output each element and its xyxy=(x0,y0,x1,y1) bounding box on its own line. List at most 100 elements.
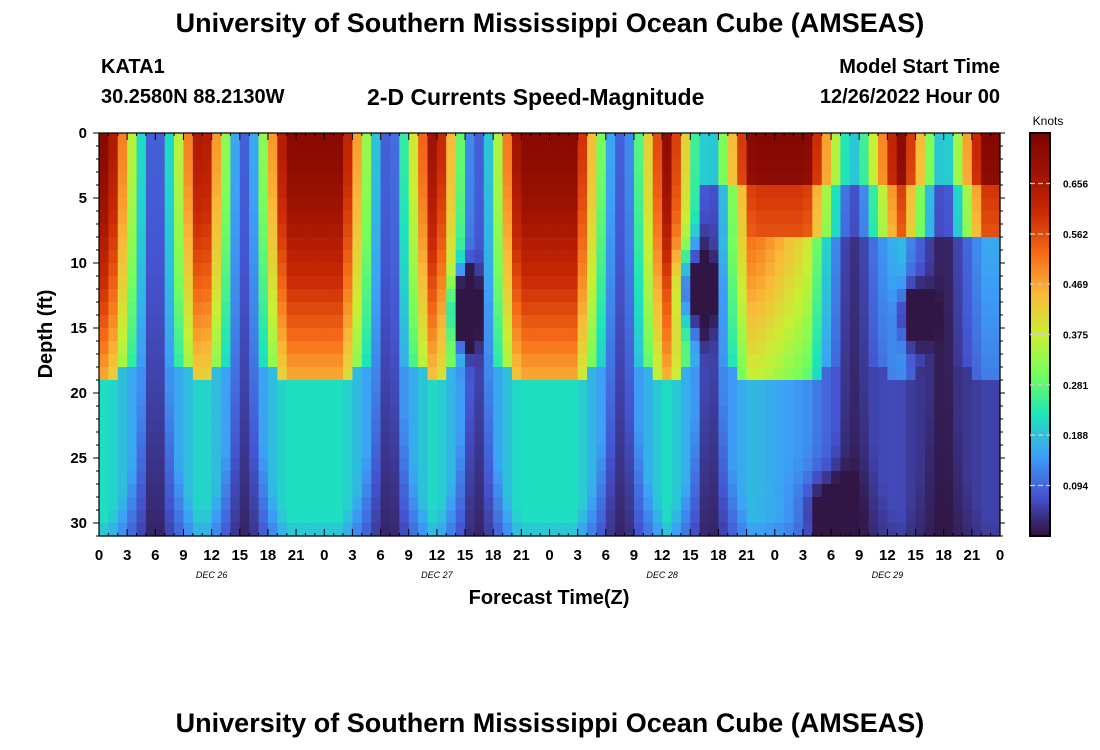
heatmap-cell xyxy=(418,354,429,368)
heatmap-cell xyxy=(511,471,522,485)
heatmap-cell xyxy=(145,406,156,420)
heatmap-cell xyxy=(136,250,147,264)
heatmap-cell xyxy=(192,237,203,251)
heatmap-cell xyxy=(615,445,626,459)
heatmap-cell xyxy=(774,484,785,498)
heatmap-cell xyxy=(981,484,992,498)
heatmap-cell xyxy=(465,432,476,446)
heatmap-cell xyxy=(249,406,260,420)
heatmap-cell xyxy=(521,393,532,407)
heatmap-cell xyxy=(765,250,776,264)
heatmap-cell xyxy=(427,367,438,381)
heatmap-cell xyxy=(333,497,344,511)
heatmap-cell xyxy=(136,406,147,420)
heatmap-cell xyxy=(183,250,194,264)
heatmap-cell xyxy=(493,159,504,173)
heatmap-cell xyxy=(990,315,1001,329)
heatmap-cell xyxy=(258,211,269,225)
heatmap-cell xyxy=(286,302,297,316)
heatmap-cell xyxy=(906,367,917,381)
heatmap-cell xyxy=(343,302,354,316)
colorbar-title: Knots xyxy=(1033,114,1064,128)
heatmap-cell xyxy=(587,367,598,381)
heatmap-cell xyxy=(849,510,860,524)
heatmap-cell xyxy=(953,133,964,147)
heatmap-cell xyxy=(314,380,325,394)
heatmap-cell xyxy=(737,523,748,537)
heatmap-cell xyxy=(239,276,250,290)
heatmap-cell xyxy=(296,419,307,433)
heatmap-cell xyxy=(793,250,804,264)
heatmap-cell xyxy=(671,315,682,329)
heatmap-cell xyxy=(249,185,260,199)
heatmap-cell xyxy=(953,198,964,212)
heatmap-cell xyxy=(211,432,222,446)
heatmap-cell xyxy=(840,419,851,433)
heatmap-cell xyxy=(587,289,598,303)
heatmap-cell xyxy=(690,406,701,420)
heatmap-cell xyxy=(127,276,138,290)
heatmap-cell xyxy=(737,289,748,303)
heatmap-cell xyxy=(699,159,710,173)
heatmap-cell xyxy=(662,497,673,511)
heatmap-cell xyxy=(267,263,278,277)
heatmap-cell xyxy=(877,523,888,537)
heatmap-cell xyxy=(877,276,888,290)
x-axis: 0 3 6 9 12 15 18 21 0 3 6 9 12 15 18 21 0 3 6 9 12 15 18 21 0 3 6 9… xyxy=(95,133,1004,564)
heatmap-cell xyxy=(389,432,400,446)
heatmap-cell xyxy=(765,172,776,186)
heatmap-cell xyxy=(230,276,241,290)
heatmap-cell xyxy=(568,393,579,407)
heatmap-cell xyxy=(239,484,250,498)
heatmap-cell xyxy=(399,159,410,173)
heatmap-cell xyxy=(615,289,626,303)
heatmap-cell xyxy=(239,211,250,225)
heatmap-cell xyxy=(286,263,297,277)
heatmap-cell xyxy=(446,250,457,264)
heatmap-cell xyxy=(587,510,598,524)
heatmap-cell xyxy=(671,419,682,433)
heatmap-cell xyxy=(802,432,813,446)
heatmap-cell xyxy=(840,484,851,498)
heatmap-cell xyxy=(511,445,522,459)
heatmap-cell xyxy=(352,211,363,225)
heatmap-cell xyxy=(831,224,842,238)
heatmap-cell xyxy=(549,224,560,238)
heatmap-cell xyxy=(502,380,513,394)
heatmap-cell xyxy=(427,328,438,342)
heatmap-cell xyxy=(465,445,476,459)
y-tick-label: 25 xyxy=(70,450,87,467)
heatmap-cell xyxy=(746,471,757,485)
heatmap-cell xyxy=(840,445,851,459)
heatmap-cell xyxy=(408,315,419,329)
heatmap-cell xyxy=(99,263,109,277)
heatmap-cell xyxy=(230,185,241,199)
heatmap-cell xyxy=(99,419,109,433)
heatmap-cell xyxy=(99,185,109,199)
heatmap-cell xyxy=(145,380,156,394)
heatmap-cell xyxy=(643,432,654,446)
heatmap-cell xyxy=(812,250,823,264)
heatmap-cell xyxy=(699,302,710,316)
heatmap-cell xyxy=(108,328,119,342)
heatmap-cell xyxy=(568,172,579,186)
heatmap-cell xyxy=(718,302,729,316)
heatmap-cell xyxy=(540,419,551,433)
heatmap-cell xyxy=(296,185,307,199)
heatmap-cell xyxy=(971,146,982,160)
heatmap-cell xyxy=(117,328,128,342)
heatmap-cell xyxy=(662,198,673,212)
heatmap-cell xyxy=(352,432,363,446)
heatmap-cell xyxy=(924,237,935,251)
heatmap-cell xyxy=(877,250,888,264)
heatmap-cell xyxy=(962,289,973,303)
heatmap-cell xyxy=(324,250,335,264)
heatmap-cell xyxy=(455,484,466,498)
heatmap-cell xyxy=(540,263,551,277)
heatmap-cell xyxy=(108,445,119,459)
heatmap-cell xyxy=(305,237,316,251)
heatmap-cell xyxy=(361,445,372,459)
heatmap-cell xyxy=(953,380,964,394)
heatmap-cell xyxy=(249,445,260,459)
heatmap-cell xyxy=(568,237,579,251)
